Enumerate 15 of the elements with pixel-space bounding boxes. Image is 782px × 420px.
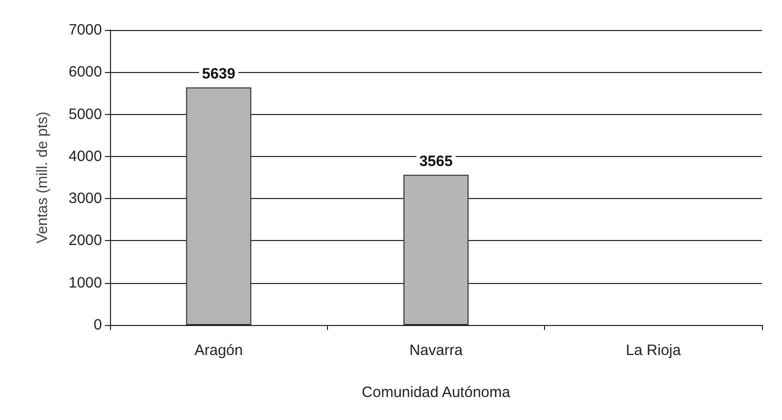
x-tick-label: Navarra	[409, 342, 464, 359]
y-tick-label: 6000	[68, 64, 102, 81]
x-tick-label: La Rioja	[626, 342, 682, 359]
y-tick-label: 4000	[68, 148, 102, 165]
y-tick-label: 7000	[68, 22, 102, 38]
data-label: 5639	[202, 65, 236, 82]
y-axis-title: Ventas (mill. de pts)	[34, 112, 51, 244]
y-tick-label: 1000	[68, 274, 102, 292]
data-label: 3565	[419, 152, 453, 170]
x-axis-title: Comunidad Autónoma	[362, 384, 511, 401]
y-tick-label: 2000	[68, 232, 102, 250]
y-tick-label: 3000	[68, 190, 102, 208]
x-tick-label: Aragón	[194, 342, 243, 359]
y-tick-label: 5000	[68, 106, 102, 123]
y-tick-label: 0	[94, 316, 102, 334]
